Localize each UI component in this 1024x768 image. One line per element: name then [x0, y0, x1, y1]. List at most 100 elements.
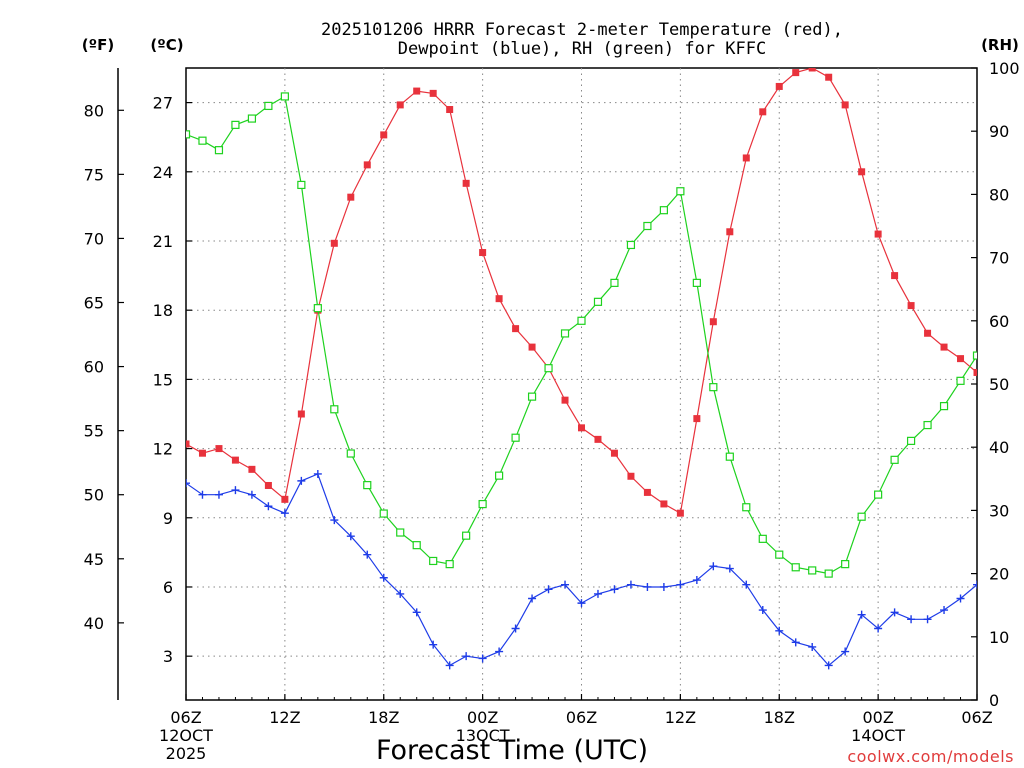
- rh-point: [412, 541, 421, 550]
- temp-point: [594, 435, 602, 443]
- dewpoint-point: [857, 610, 866, 619]
- series-0: [186, 68, 977, 517]
- dewpoint-point: [940, 606, 949, 615]
- temp-point: [676, 509, 684, 517]
- x-year-label: 2025: [166, 744, 207, 763]
- rh-point: [610, 278, 619, 287]
- f-tick-label: 40: [84, 614, 104, 633]
- f-tick-label: 70: [84, 229, 104, 248]
- rh-point: [280, 92, 289, 101]
- rh-point: [676, 187, 685, 196]
- c-tick-label: 3: [163, 647, 173, 666]
- x-date-label: 14OCT: [851, 726, 905, 745]
- rh-point: [857, 512, 866, 521]
- rh-point: [247, 114, 257, 123]
- x-tick-label: 18Z: [764, 708, 795, 727]
- rh-tick-label: 10: [989, 628, 1009, 647]
- temp-point: [907, 302, 915, 310]
- temp-point: [891, 272, 899, 280]
- chart-title-line2: Dewpoint (blue), RH (green) for KFFC: [398, 39, 766, 59]
- rh-point: [972, 351, 977, 360]
- rh-point: [462, 531, 471, 540]
- temp-point: [429, 89, 437, 97]
- temp-point: [610, 449, 618, 457]
- temp-point: [775, 82, 783, 90]
- dewpoint-point: [956, 594, 965, 603]
- dewpoint-point: [824, 661, 833, 670]
- rh-point: [709, 383, 718, 392]
- dewpoint-point: [610, 585, 619, 594]
- dewpoint-point: [692, 576, 701, 585]
- dewpoint-point: [874, 624, 883, 633]
- rh-point: [626, 240, 636, 250]
- temp-point: [627, 472, 635, 480]
- rh-point: [725, 452, 734, 461]
- temp-point: [841, 101, 849, 109]
- dewpoint-point: [593, 589, 602, 598]
- dewpoint-point: [907, 615, 916, 624]
- dewpoint-point: [890, 608, 899, 617]
- rh-point: [659, 206, 668, 215]
- dewpoint-point: [297, 476, 306, 485]
- dewpoint-point: [429, 640, 438, 649]
- dewpoint-point: [198, 490, 207, 499]
- x-axis-title: Forecast Time (UTC): [376, 735, 648, 766]
- temp-point: [363, 161, 371, 169]
- rh-point: [346, 449, 355, 458]
- rh-point: [593, 297, 603, 306]
- temp-point: [396, 101, 404, 109]
- rh-point: [198, 136, 207, 145]
- rh-point: [313, 304, 322, 313]
- x-date-label: 13OCT: [456, 726, 510, 745]
- rh-point: [511, 433, 520, 442]
- celsius-unit-label: (ºC): [150, 36, 183, 54]
- dewpoint-point: [462, 652, 471, 661]
- rh-point: [906, 436, 916, 445]
- rh-tick-label: 70: [989, 249, 1009, 268]
- f-tick-label: 60: [84, 358, 104, 377]
- rh-point: [890, 455, 899, 464]
- rh-tick-label: 30: [989, 501, 1009, 520]
- temp-point: [479, 249, 487, 257]
- rh-point: [330, 405, 339, 414]
- rh-point: [577, 316, 586, 325]
- series-1: [186, 469, 977, 670]
- rh-tick-label: 60: [989, 312, 1009, 331]
- series-2: [186, 92, 977, 578]
- dewpoint-point: [758, 606, 767, 615]
- x-date-label: 12OCT: [159, 726, 213, 745]
- temp-point: [825, 73, 833, 81]
- f-tick-label: 80: [84, 101, 104, 120]
- dewpoint-point: [561, 580, 570, 589]
- rh-tick-label: 40: [989, 438, 1009, 457]
- temp-point: [528, 343, 536, 351]
- c-tick-label: 15: [153, 370, 173, 389]
- fahrenheit-unit-label: (ºF): [82, 36, 114, 54]
- credit-text: coolwx.com/models: [847, 747, 1014, 766]
- rh-point: [956, 376, 965, 385]
- temp-point: [561, 396, 569, 404]
- c-tick-label: 6: [163, 578, 173, 597]
- x-tick-label: 18Z: [368, 708, 399, 727]
- dewpoint-point: [495, 647, 504, 656]
- f-tick-label: 55: [84, 422, 104, 441]
- dewpoint-point: [396, 589, 405, 598]
- dewpoint-point: [791, 638, 800, 647]
- dewpoint-point: [577, 599, 586, 608]
- rh-point: [560, 329, 570, 338]
- temp-point: [940, 343, 948, 351]
- dewpoint-point: [264, 502, 273, 511]
- temp-point: [858, 168, 866, 176]
- x-tick-label: 00Z: [862, 708, 893, 727]
- dewpoint-point: [346, 532, 355, 541]
- dewpoint-point: [445, 661, 454, 670]
- rh-point: [297, 180, 306, 190]
- rh-point: [824, 569, 833, 578]
- temp-point: [215, 445, 223, 453]
- dewpoint-point: [231, 486, 240, 495]
- dewpoint-point: [330, 516, 339, 525]
- rh-tick-label: 80: [989, 185, 1009, 204]
- temp-point: [462, 179, 470, 187]
- temp-point: [330, 239, 338, 247]
- chart-title-line1: 2025101206 HRRR Forecast 2-meter Tempera…: [321, 20, 843, 40]
